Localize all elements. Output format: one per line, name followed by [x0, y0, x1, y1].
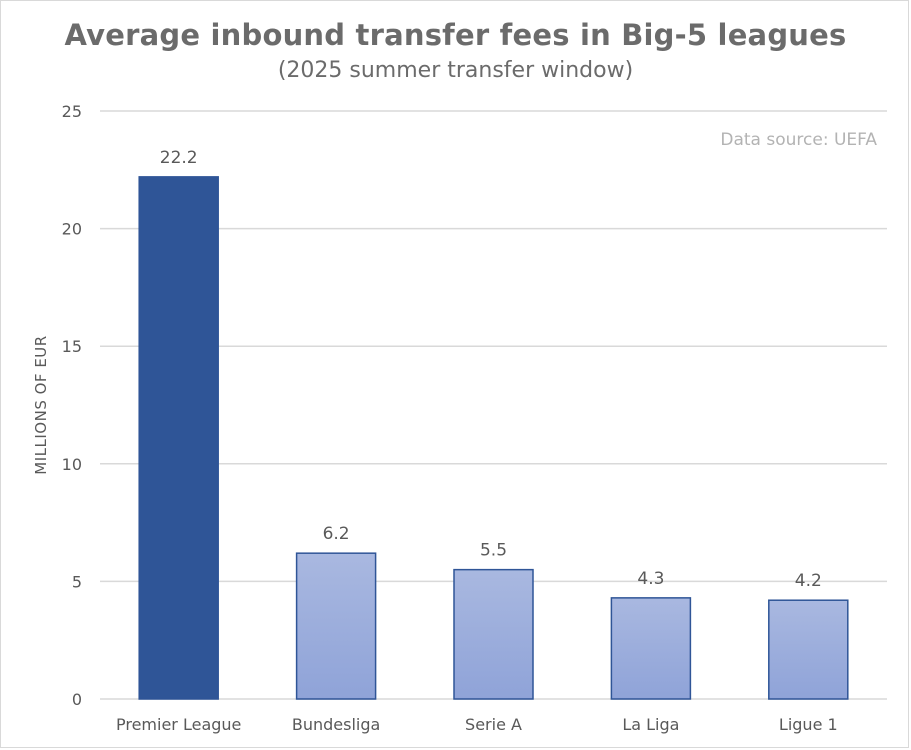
bar-serie-a: [453, 568, 534, 700]
data-labels: 22.2 6.2 5.5 4.3 4.2: [160, 148, 822, 591]
x-axis-categories: Premier League Bundesliga Serie A La Liga Li…: [116, 715, 838, 734]
bars: [138, 176, 849, 700]
data-source-annotation: Data source: UEFA: [720, 130, 877, 150]
bar-ligue-1: [768, 599, 849, 700]
y-tick-label: 0: [72, 690, 82, 709]
x-category-label: La Liga: [622, 715, 679, 734]
x-category-label: Ligue 1: [779, 715, 838, 734]
y-axis-label: MILLIONS OF EUR: [32, 335, 50, 474]
x-category-label: Serie A: [465, 715, 522, 734]
bar-bundesliga: [295, 552, 377, 700]
data-label: 22.2: [160, 148, 198, 168]
x-category-label: Premier League: [116, 715, 241, 734]
bar-la-liga: [610, 597, 692, 700]
data-label: 4.3: [637, 569, 664, 589]
y-tick-label: 10: [62, 455, 82, 474]
chart-title: Average inbound transfer fees in Big-5 l…: [64, 18, 847, 52]
data-label: 5.5: [480, 541, 507, 561]
x-category-label: Bundesliga: [292, 715, 380, 734]
bar-premier-league: [138, 176, 219, 700]
y-tick-label: 25: [62, 102, 82, 121]
y-tick-label: 20: [62, 220, 82, 239]
data-label: 6.2: [323, 524, 350, 544]
y-tick-label: 5: [72, 572, 82, 591]
y-axis-ticks: 0 5 10 15 20 25: [62, 102, 82, 709]
y-tick-label: 15: [62, 337, 82, 356]
data-label: 4.2: [795, 571, 822, 591]
chart-subtitle: (2025 summer transfer window): [277, 58, 634, 83]
